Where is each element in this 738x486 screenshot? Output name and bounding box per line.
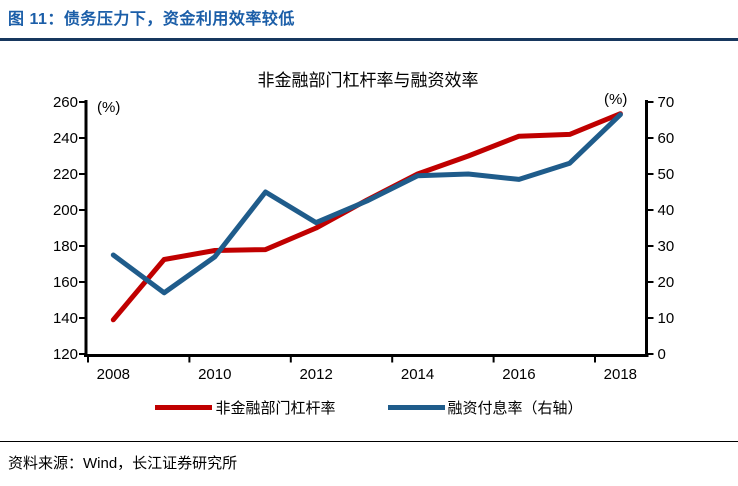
chart-legend: 非金融部门杠杆率 融资付息率（右轴） — [0, 397, 738, 418]
left-axis-tick-label: 160 — [53, 274, 78, 291]
legend-label-1: 融资付息率（右轴） — [447, 400, 583, 417]
left-axis-tick-label: 180 — [53, 238, 78, 255]
left-axis-unit: (%) — [97, 99, 120, 116]
x-axis-tick-label: 2018 — [604, 366, 637, 383]
x-axis-tick-label: 2008 — [97, 366, 130, 383]
figure-title: 图 11：债务压力下，资金利用效率较低 — [8, 11, 295, 28]
right-axis-tick-label: 40 — [658, 202, 675, 219]
right-axis-tick-label: 10 — [658, 310, 675, 327]
x-axis-tick-label: 2016 — [502, 366, 535, 383]
legend-swatch-1 — [387, 405, 445, 410]
right-axis-tick-label: 0 — [658, 346, 666, 363]
right-axis-unit: (%) — [604, 91, 627, 108]
legend-label-0: 非金融部门杠杆率 — [215, 400, 336, 417]
left-axis-tick-label: 240 — [53, 130, 78, 147]
legend-item-1: 融资付息率（右轴） — [387, 397, 583, 418]
left-axis-tick-label: 220 — [53, 166, 78, 183]
right-axis-tick-label: 70 — [658, 94, 675, 111]
source-note: 资料来源：Wind，长江证券研究所 — [8, 455, 238, 472]
x-axis-tick-label: 2014 — [401, 366, 434, 383]
x-axis-tick-label: 2010 — [198, 366, 231, 383]
right-axis-tick-label: 60 — [658, 130, 675, 147]
source-divider — [0, 441, 738, 442]
left-axis-tick-label: 260 — [53, 94, 78, 111]
x-axis-tick-label: 2012 — [299, 366, 332, 383]
right-axis-tick-label: 20 — [658, 274, 675, 291]
series-line-1 — [110, 112, 623, 296]
left-axis-tick-label: 120 — [53, 346, 78, 363]
right-axis-tick-label: 50 — [658, 166, 675, 183]
chart-title: 非金融部门杠杆率与融资效率 — [258, 71, 479, 90]
legend-swatch-0 — [155, 405, 213, 410]
left-axis-tick-label: 200 — [53, 202, 78, 219]
legend-item-0: 非金融部门杠杆率 — [155, 397, 336, 418]
series-line-0 — [110, 111, 623, 323]
header-divider — [0, 38, 738, 41]
right-axis-tick-label: 30 — [658, 238, 675, 255]
left-axis-tick-label: 140 — [53, 310, 78, 327]
